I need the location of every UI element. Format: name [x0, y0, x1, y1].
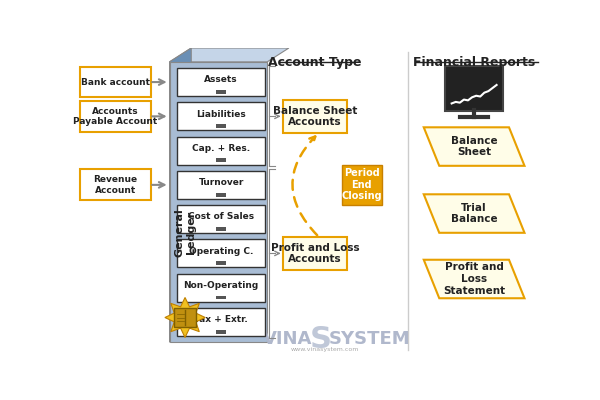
FancyBboxPatch shape: [174, 308, 196, 327]
FancyBboxPatch shape: [80, 101, 151, 132]
Text: General
Ledger: General Ledger: [174, 208, 196, 257]
Text: Account Type: Account Type: [269, 56, 362, 69]
Text: Turnover: Turnover: [199, 178, 244, 187]
Text: Non-Operating: Non-Operating: [184, 281, 259, 290]
Text: VINA: VINA: [263, 330, 312, 348]
FancyBboxPatch shape: [178, 136, 265, 165]
Text: Revenue
Account: Revenue Account: [93, 175, 137, 194]
Text: Balance Sheet
Accounts: Balance Sheet Accounts: [273, 106, 358, 127]
FancyBboxPatch shape: [217, 158, 226, 162]
FancyBboxPatch shape: [80, 67, 151, 98]
Polygon shape: [170, 48, 191, 342]
Text: Period
End
Closing: Period End Closing: [341, 168, 382, 202]
Text: Profit and Loss
Accounts: Profit and Loss Accounts: [271, 242, 359, 264]
FancyBboxPatch shape: [178, 171, 265, 199]
FancyBboxPatch shape: [170, 62, 267, 342]
FancyBboxPatch shape: [178, 68, 265, 96]
Text: Balance
Sheet: Balance Sheet: [451, 136, 497, 157]
Text: Assets: Assets: [204, 75, 238, 84]
Text: Profit and
Loss
Statement: Profit and Loss Statement: [443, 262, 505, 296]
FancyBboxPatch shape: [178, 102, 265, 130]
FancyBboxPatch shape: [178, 239, 265, 268]
FancyBboxPatch shape: [445, 66, 503, 111]
Text: Financial Reports: Financial Reports: [413, 56, 535, 69]
FancyBboxPatch shape: [217, 124, 226, 128]
Text: S: S: [310, 324, 332, 354]
Text: Tax + Extr.: Tax + Extr.: [194, 315, 248, 324]
Polygon shape: [170, 48, 289, 62]
FancyBboxPatch shape: [80, 170, 151, 200]
FancyBboxPatch shape: [178, 308, 265, 336]
Text: Operating C.: Operating C.: [189, 246, 253, 256]
Polygon shape: [424, 260, 524, 298]
Text: Cost of Sales: Cost of Sales: [188, 212, 254, 221]
Text: www.vinasystem.com: www.vinasystem.com: [290, 346, 359, 352]
Text: SYSTEM: SYSTEM: [329, 330, 411, 348]
Text: Accounts
Payable Account: Accounts Payable Account: [73, 107, 157, 126]
Text: Trial
Balance: Trial Balance: [451, 203, 497, 224]
FancyBboxPatch shape: [217, 90, 226, 94]
Text: Cap. + Res.: Cap. + Res.: [192, 144, 250, 153]
FancyBboxPatch shape: [178, 274, 265, 302]
FancyBboxPatch shape: [217, 261, 226, 265]
FancyBboxPatch shape: [217, 227, 226, 231]
Polygon shape: [424, 194, 524, 233]
FancyBboxPatch shape: [217, 330, 226, 334]
FancyBboxPatch shape: [217, 193, 226, 197]
FancyBboxPatch shape: [283, 237, 347, 270]
FancyBboxPatch shape: [217, 296, 226, 300]
Polygon shape: [165, 298, 205, 338]
FancyBboxPatch shape: [283, 100, 347, 132]
Text: Bank account: Bank account: [81, 78, 150, 86]
FancyBboxPatch shape: [341, 165, 382, 205]
Text: Liabilities: Liabilities: [196, 110, 246, 118]
FancyBboxPatch shape: [178, 205, 265, 233]
Polygon shape: [424, 127, 524, 166]
